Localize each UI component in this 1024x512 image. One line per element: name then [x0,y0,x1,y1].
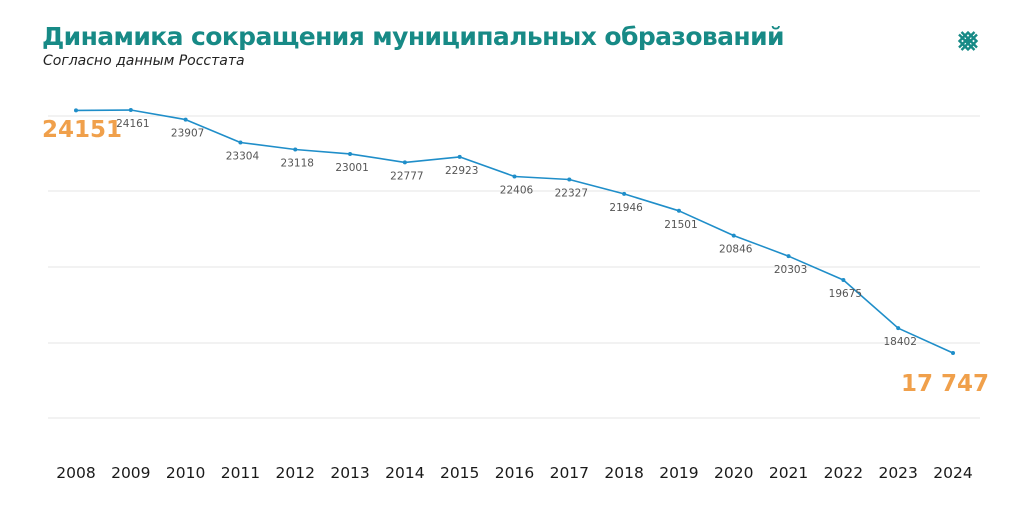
data-point-2023 [896,326,901,331]
data-point-2012 [293,147,298,152]
data-point-2022 [841,277,846,282]
data-point-2013 [348,151,353,156]
data-label-2009: 24161 [116,118,149,130]
data-label-2017: 22327 [555,187,588,199]
data-label-2022: 19675 [829,288,862,300]
data-point-2009 [128,108,133,112]
data-label-2024: 17 747 [901,371,989,397]
x-tick-2022: 2022 [824,464,863,482]
data-point-2014 [402,160,407,165]
x-tick-2024: 2024 [933,464,972,482]
chart-title: Динамика сокращения муниципальных образо… [42,22,785,51]
x-tick-2021: 2021 [769,464,808,482]
data-label-2020: 20846 [719,244,753,256]
data-point-2021 [786,254,791,259]
x-tick-2023: 2023 [878,464,917,482]
data-point-2019 [676,208,681,213]
data-label-2021: 20303 [774,264,807,276]
x-tick-2011: 2011 [221,464,260,482]
x-tick-2019: 2019 [659,464,698,482]
data-point-2018 [622,191,627,196]
x-tick-2009: 2009 [111,464,150,482]
data-point-2008 [74,108,78,113]
data-label-2016: 22406 [500,184,534,196]
data-label-2008: 24151 [42,117,122,143]
gridlines [48,115,980,419]
data-label-2010: 23907 [171,128,204,140]
series-line-group [75,109,954,354]
x-tick-2012: 2012 [276,464,315,482]
data-point-2015 [457,154,462,159]
series-line [75,109,954,354]
x-tick-2018: 2018 [604,464,643,482]
x-axis-ticks: 2008 2009 2010 2011 2012 2013 2014 2015 2016 2017… [56,464,972,482]
diamond-lattice-icon [957,30,979,52]
data-points [74,108,955,355]
x-tick-2010: 2010 [166,464,205,482]
data-label-2019: 21501 [664,219,697,231]
data-label-2023: 18402 [883,336,916,348]
x-tick-2015: 2015 [440,464,479,482]
data-point-2017 [567,177,572,182]
x-tick-2013: 2013 [330,464,369,482]
x-tick-2020: 2020 [714,464,753,482]
x-tick-2014: 2014 [385,464,424,482]
data-point-2011 [238,140,243,145]
x-tick-2008: 2008 [56,464,95,482]
x-tick-2016: 2016 [495,464,534,482]
data-label-2014: 22777 [390,170,423,182]
data-point-2020 [731,233,736,238]
data-point-2016 [512,174,517,179]
data-label-2012: 23118 [281,158,314,170]
data-point-2010 [183,117,188,122]
chart-subtitle: Согласно данным Росстата [43,53,245,69]
data-label-2018: 21946 [609,202,643,214]
data-point-2024 [951,351,955,355]
data-label-2015: 22923 [445,165,478,177]
data-label-2013: 23001 [335,162,368,174]
x-tick-2017: 2017 [550,464,589,482]
data-label-2011: 23304 [226,150,260,162]
